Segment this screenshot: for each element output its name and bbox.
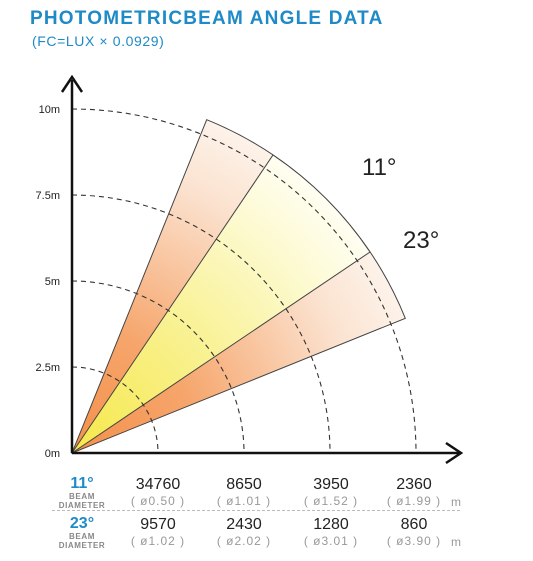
y-axis-arrow-icon [60,74,84,93]
y-tick-label-0m: 0m [45,448,60,460]
distance-rings [71,108,417,454]
diameter-value: ( ø2.02 ) [216,534,272,548]
lux-value: 9570 [140,516,176,533]
row-23-beam-label: 23° BEAM DIAMETER [52,515,112,551]
lux-value: 2430 [226,516,262,533]
diameter-value: ( ø1.02 ) [130,534,186,548]
y-tick-label-2.5m: 2.5m [36,362,60,374]
table-cell: 1280 ( ø3.01 ) [286,516,376,548]
inner-angle-label: 11° [362,154,397,181]
row-divider [52,510,460,511]
y-tick-label-10m: 10m [39,104,60,116]
lux-value: 8650 [226,476,262,493]
table-cell: 3950 ( ø1.52 ) [286,476,376,508]
diameter-value: ( ø3.01 ) [303,534,359,548]
table-cell: 2360 ( ø1.99 ) [369,476,459,508]
diameter-value: ( ø1.52 ) [303,494,359,508]
distance-ring-2 [71,280,245,454]
diameter-value: ( ø1.99 ) [386,494,442,508]
row-11-angle: 11° [70,475,94,492]
diameter-value: ( ø0.50 ) [130,494,186,508]
inner-beam-cone [71,154,371,454]
row-23-beam-text: BEAM [69,532,95,541]
table-cell: 9570 ( ø1.02 ) [113,516,203,548]
diameter-value: ( ø1.01 ) [216,494,272,508]
diameter-value: ( ø3.90 ) [386,534,442,548]
row-23-angle: 23° [69,515,95,532]
table-cell: 2430 ( ø2.02 ) [199,516,289,548]
row-11-beam-label: 11° BEAM DIAMETER [52,475,112,511]
lux-value: 2360 [396,476,432,493]
table-cell: 8650 ( ø1.01 ) [199,476,289,508]
row-11-diameter-text: DIAMETER [58,501,106,510]
outer-angle-label: 23° [403,227,439,254]
page-title: PHOTOMETRICBEAM ANGLE DATA [30,8,384,29]
row-11-unit: m [451,495,461,509]
table-cell: 34760 ( ø0.50 ) [113,476,203,508]
row-11-beam-text: BEAM [69,492,95,501]
y-tick-label-7.5m: 7.5m [36,190,60,202]
page-subtitle: (FC=LUX × 0.0929) [32,33,165,49]
lux-value: 860 [400,516,428,533]
table-cell: 860 ( ø3.90 ) [369,516,459,548]
row-23-diameter-text: DIAMETER [58,541,106,550]
lux-value: 34760 [135,476,181,493]
distance-ring-4 [71,108,417,454]
lux-value: 3950 [313,476,349,493]
y-tick-label-5m: 5m [45,276,60,288]
distance-ring-3 [71,194,331,454]
row-23-unit: m [451,535,461,549]
x-axis-arrow-icon [445,441,464,465]
lux-value: 1280 [313,516,349,533]
distance-ring-1 [71,366,159,454]
